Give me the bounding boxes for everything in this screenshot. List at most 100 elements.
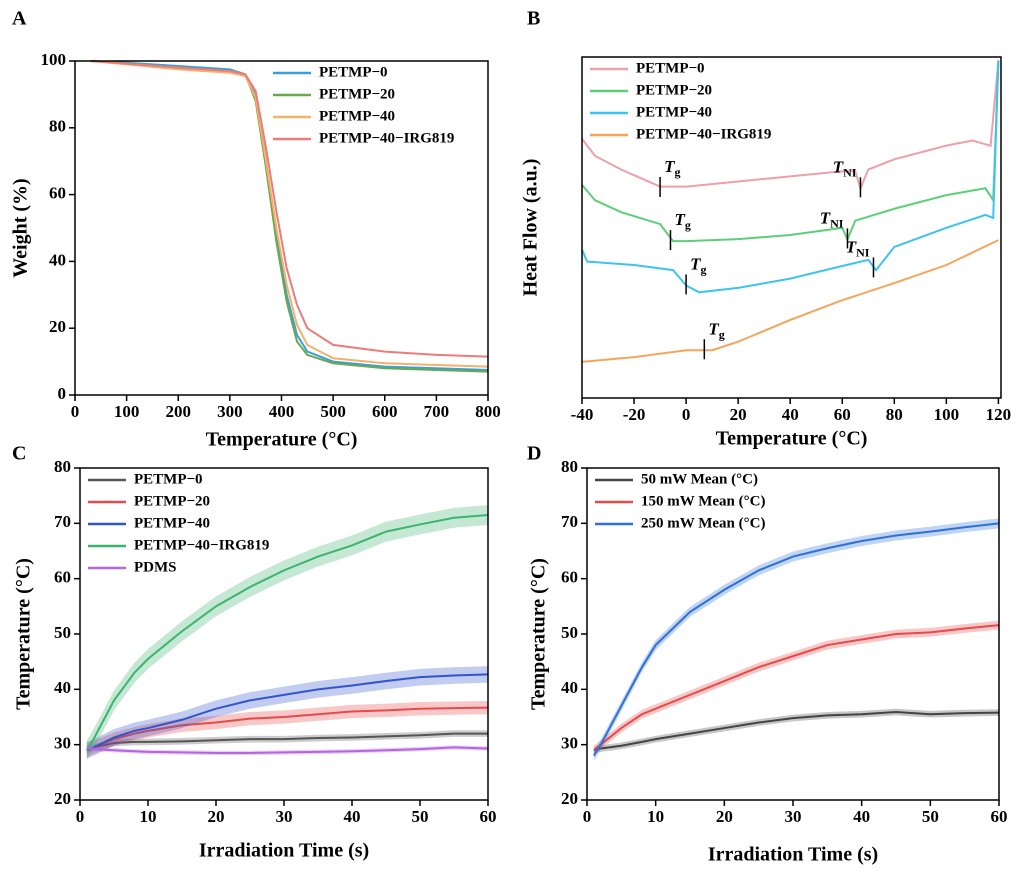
plot-frame bbox=[79, 467, 489, 801]
x-tick-label: -40 bbox=[571, 405, 594, 424]
annotation-sub: NI bbox=[830, 216, 844, 230]
x-tick-label: 40 bbox=[853, 807, 870, 826]
x-tick-label: 40 bbox=[344, 807, 361, 826]
y-tick-label: 40 bbox=[54, 678, 71, 697]
series-line bbox=[86, 673, 489, 752]
x-tick-label: 800 bbox=[475, 402, 501, 421]
x-tick-label: 10 bbox=[647, 807, 664, 826]
y-axis-label: Heat Flow (a.u.) bbox=[520, 159, 542, 297]
y-tick-label: 20 bbox=[561, 789, 578, 808]
x-tick-label: 600 bbox=[372, 402, 398, 421]
series-line bbox=[581, 60, 1000, 192]
annotation-sub: g bbox=[674, 165, 680, 179]
annotation-sub: NI bbox=[843, 165, 857, 179]
y-tick-label: 20 bbox=[49, 317, 66, 336]
x-axis-label: Irradiation Time (s) bbox=[199, 840, 369, 862]
x-tick-label: 700 bbox=[424, 402, 450, 421]
y-tick-label: 80 bbox=[561, 457, 578, 476]
series-line bbox=[593, 711, 1000, 752]
x-tick-label: 100 bbox=[114, 402, 140, 421]
y-tick-label: 40 bbox=[49, 250, 66, 269]
series-line bbox=[90, 60, 489, 368]
series-line bbox=[593, 624, 1000, 751]
x-axis-label: Temperature (°C) bbox=[206, 429, 358, 451]
y-tick-label: 80 bbox=[54, 457, 71, 476]
legend-label: PETMP−40 bbox=[636, 104, 712, 120]
series-line bbox=[581, 60, 1000, 243]
series-line bbox=[581, 60, 1000, 294]
legend-label: PDMS bbox=[134, 559, 177, 575]
x-tick-label: 400 bbox=[269, 402, 295, 421]
legend-label: PETMP−40 bbox=[134, 515, 210, 531]
x-tick-label: 200 bbox=[166, 402, 192, 421]
annotation: Tg bbox=[708, 319, 724, 341]
error-band bbox=[593, 708, 999, 754]
plot-frame bbox=[74, 60, 489, 396]
x-tick-label: 60 bbox=[480, 807, 497, 826]
annotation-text: T bbox=[833, 157, 844, 176]
annotation-text: T bbox=[664, 157, 675, 176]
error-band bbox=[86, 700, 489, 757]
y-tick-label: 60 bbox=[54, 568, 71, 587]
x-tick-label: 10 bbox=[140, 807, 157, 826]
x-tick-label: 120 bbox=[986, 405, 1012, 424]
x-tick-label: 60 bbox=[834, 405, 851, 424]
y-tick-label: 60 bbox=[49, 184, 66, 203]
series-line bbox=[86, 706, 489, 752]
annotation-sub: g bbox=[685, 218, 691, 232]
x-tick-label: 40 bbox=[782, 405, 799, 424]
y-tick-label: 40 bbox=[561, 678, 578, 697]
legend-label: PETMP−20 bbox=[134, 493, 210, 509]
legend-label: PETMP−40−IRG819 bbox=[319, 130, 454, 146]
series-line bbox=[593, 522, 1000, 757]
x-tick-label: 60 bbox=[991, 807, 1008, 826]
series-line bbox=[86, 746, 489, 754]
x-tick-label: 500 bbox=[320, 402, 346, 421]
legend-label: PETMP−40−IRG819 bbox=[636, 126, 771, 142]
y-tick-label: 70 bbox=[54, 512, 71, 531]
x-tick-label: 100 bbox=[934, 405, 960, 424]
x-tick-label: 300 bbox=[217, 402, 243, 421]
series-line bbox=[90, 60, 489, 373]
annotation-sub: NI bbox=[856, 245, 870, 259]
legend-label: 250 mW Mean (°C) bbox=[641, 515, 765, 531]
plot-frame bbox=[586, 467, 1000, 801]
series-line bbox=[581, 239, 999, 363]
y-axis-label: Temperature (°C) bbox=[13, 558, 35, 710]
panel-label: A bbox=[12, 8, 27, 30]
x-axis-label: Temperature (°C) bbox=[716, 428, 868, 450]
y-tick-label: 0 bbox=[58, 384, 67, 403]
y-tick-label: 30 bbox=[561, 734, 578, 753]
legend-label: PETMP−40 bbox=[319, 108, 395, 124]
x-tick-label: 20 bbox=[208, 807, 225, 826]
annotation: TNI bbox=[846, 237, 870, 259]
legend-label: PETMP−20 bbox=[636, 82, 712, 98]
x-tick-label: -20 bbox=[623, 405, 646, 424]
annotation-sub: g bbox=[719, 327, 725, 341]
error-band bbox=[86, 745, 489, 756]
annotation-text: T bbox=[708, 319, 719, 338]
x-tick-label: 50 bbox=[922, 807, 939, 826]
error-band bbox=[593, 620, 999, 755]
annotation: Tg bbox=[664, 157, 680, 179]
annotation-text: T bbox=[846, 237, 857, 256]
x-tick-label: 30 bbox=[785, 807, 802, 826]
x-tick-label: 20 bbox=[730, 405, 747, 424]
annotation-text: T bbox=[674, 210, 685, 229]
y-tick-label: 20 bbox=[54, 789, 71, 808]
panel-label: C bbox=[12, 443, 26, 465]
annotation-text: T bbox=[820, 208, 831, 227]
y-tick-label: 100 bbox=[41, 50, 67, 69]
annotation-text: T bbox=[690, 254, 701, 273]
x-tick-label: 0 bbox=[71, 402, 80, 421]
panel-label: B bbox=[527, 8, 540, 30]
annotation: Tg bbox=[674, 210, 690, 232]
legend-label: PETMP−40−IRG819 bbox=[134, 537, 269, 553]
series-line bbox=[90, 60, 489, 358]
legend-label: PETMP−20 bbox=[319, 86, 395, 102]
legend-label: PETMP−0 bbox=[134, 471, 203, 487]
y-axis-label: Weight (%) bbox=[10, 178, 32, 277]
annotation-sub: g bbox=[700, 262, 706, 276]
series-line bbox=[85, 514, 489, 751]
